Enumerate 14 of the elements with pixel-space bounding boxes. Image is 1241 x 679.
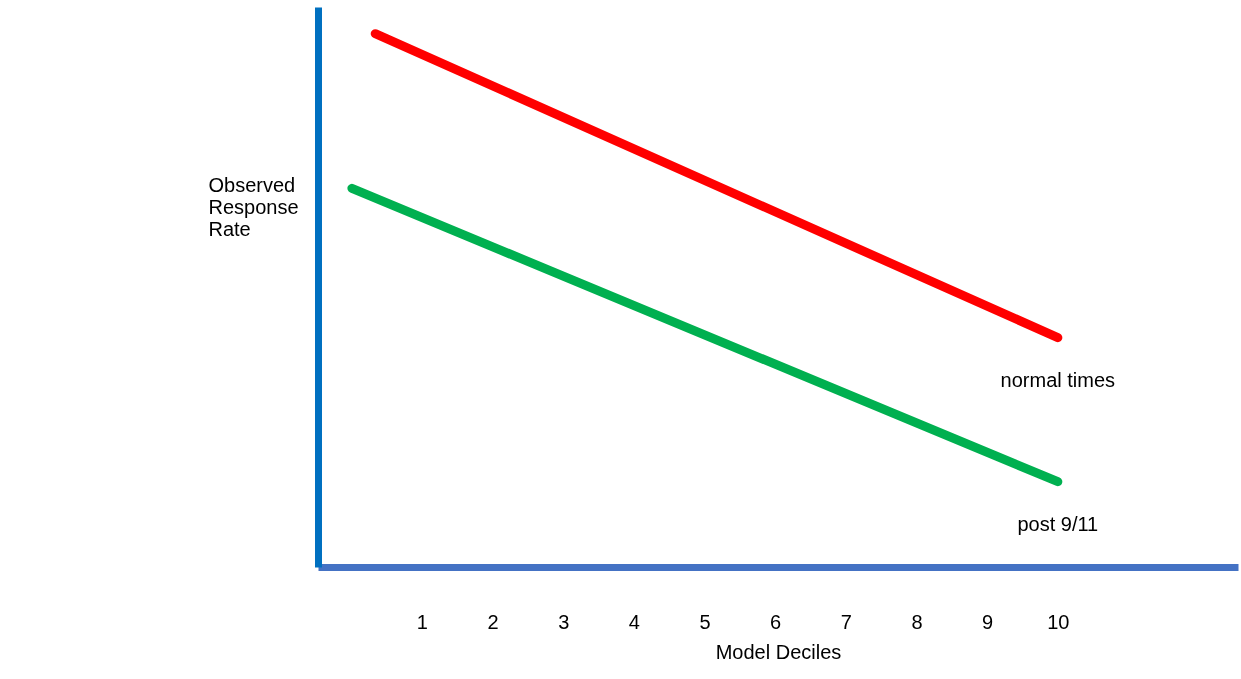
x-tick-label: 3 <box>558 610 570 633</box>
x-axis-title: Model Deciles <box>715 640 842 663</box>
x-tick-label: 4 <box>628 610 640 633</box>
x-tick-label: 2 <box>487 610 499 633</box>
x-tick-label: 9 <box>982 610 994 633</box>
x-tick-label: 10 <box>1047 610 1070 633</box>
x-tick-label: 8 <box>911 610 923 633</box>
x-tick-label: 6 <box>770 610 782 633</box>
y-axis-title: Observed Response Rate <box>208 173 299 240</box>
x-tick-label: 1 <box>416 610 428 633</box>
text: post 9/11 <box>1017 512 1099 535</box>
text: normal times <box>1000 368 1116 391</box>
x-tick-label: 7 <box>840 610 852 633</box>
x-tick-label: 5 <box>699 610 711 633</box>
